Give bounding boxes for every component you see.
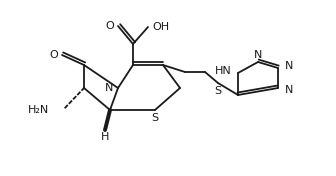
Text: S: S [152, 113, 159, 123]
Text: S: S [214, 86, 221, 96]
Text: HN: HN [215, 66, 232, 76]
Text: N: N [285, 61, 293, 71]
Text: O: O [49, 50, 58, 60]
Text: N: N [285, 85, 293, 95]
Text: O: O [105, 21, 114, 31]
Text: H: H [101, 132, 109, 142]
Text: H₂N: H₂N [28, 105, 49, 115]
Text: N: N [104, 83, 113, 93]
Text: N: N [254, 50, 262, 60]
Text: OH: OH [152, 22, 169, 32]
